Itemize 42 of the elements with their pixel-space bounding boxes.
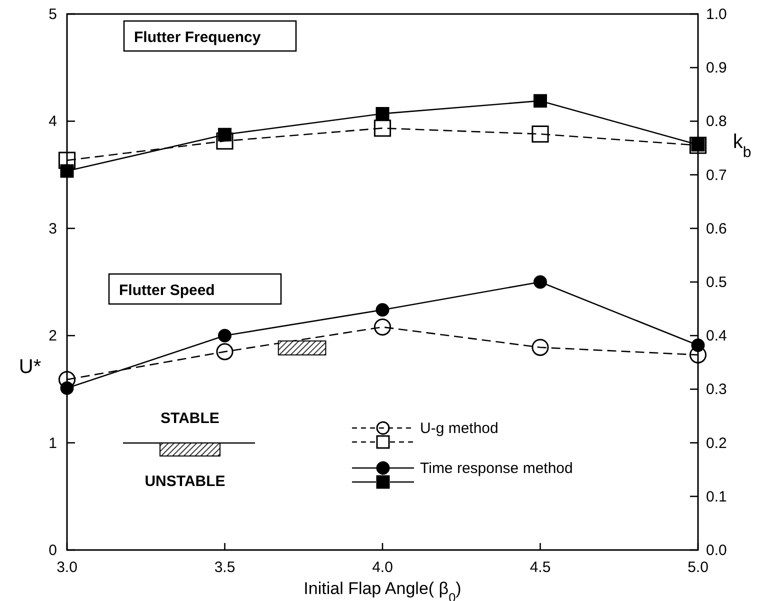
y2-tick-label: 0.0 [706,542,727,559]
y2-tick-label: 0.3 [706,381,727,398]
x-tick-label: 4.0 [372,559,393,576]
y-tick-label: 1 [48,434,57,452]
y2-tick-label: 0.5 [706,274,727,291]
legend-label: Time response method [420,460,573,477]
legend-label: U-g method [420,420,498,437]
x-tick-label: 5.0 [688,559,708,576]
point [532,126,549,143]
x-tick-label: 3.5 [214,559,236,576]
y2-tick-label: 0.2 [706,434,727,452]
point [374,318,392,336]
point [376,303,390,317]
annotation: UNSTABLE [144,473,226,490]
y-tick-label: 3 [48,220,57,238]
y2-tick-label: 0.1 [706,488,727,506]
annotation: STABLE [160,410,220,427]
y2-tick-label: 0.8 [706,113,727,130]
y2-tick-label: 0.7 [706,166,727,184]
y2-tick-label: 0.4 [706,328,727,345]
point [534,275,547,289]
y-axis-title: U* [18,356,42,378]
point [374,120,392,137]
point [216,132,234,150]
y-tick-label: 2 [48,328,57,345]
point [218,328,232,342]
x-tick-label: 4.5 [530,559,551,576]
y-tick-label: 0 [48,542,57,559]
y2-tick-label: 0.6 [706,220,727,238]
point [376,106,390,120]
y-tick-label: 5 [48,6,57,23]
y2-axis-title: k$_{b}$ [732,131,752,160]
point [216,343,234,360]
annotation: Flutter Speed [119,282,215,299]
point [532,338,549,356]
point [534,94,547,108]
point [58,152,76,169]
y2-tick-label: 1.0 [706,6,727,23]
y-tick-label: 4 [48,113,57,130]
annotation: Flutter Frequency [134,29,262,46]
y2-tick-label: 0.9 [706,60,727,77]
x-tick-label: 3.0 [56,559,78,576]
